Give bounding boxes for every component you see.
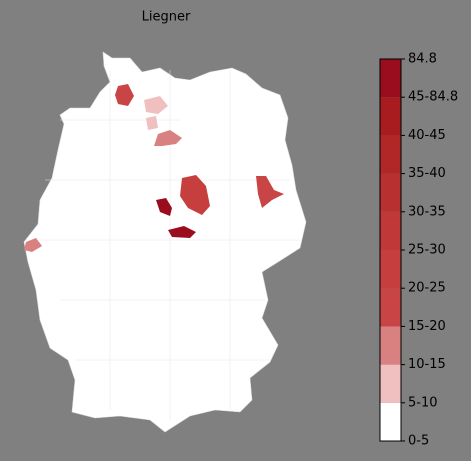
- colorbar-label: 35-40: [408, 166, 446, 181]
- colorbar-label: 15-20: [408, 319, 446, 334]
- district: [180, 175, 210, 215]
- colorbar-label: 10-15: [408, 357, 446, 372]
- country-outline: [23, 51, 307, 433]
- colorbar-segment: [380, 364, 401, 403]
- colorbar-label: 45-84.8: [408, 90, 458, 105]
- colorbar-segment: [380, 250, 401, 289]
- colorbar-segment: [380, 288, 401, 327]
- colorbar-segment: [380, 59, 401, 98]
- map-title: Liegner: [142, 10, 191, 25]
- germany-map: [23, 51, 307, 433]
- district: [144, 96, 168, 114]
- colorbar-segment: [380, 173, 401, 212]
- colorbar-segment: [380, 135, 401, 174]
- colorbar-label: 25-30: [408, 243, 446, 258]
- colorbar-label: 5-10: [408, 395, 438, 410]
- district: [256, 176, 284, 208]
- colorbar-segment: [380, 402, 401, 441]
- colorbar-label: 30-35: [408, 204, 446, 219]
- colorbar-label: 40-45: [408, 128, 446, 143]
- colorbar-label: 20-25: [408, 281, 446, 296]
- district: [24, 238, 42, 252]
- district: [115, 84, 134, 106]
- district: [168, 226, 196, 238]
- colorbar-label: 0-5: [408, 434, 429, 449]
- colorbar: 0-5 5-10 10-15 15-20 20-25 25-30 30-35 35-40 40-…: [379, 52, 458, 449]
- district: [146, 116, 158, 130]
- colorbar-label: 84.8: [408, 52, 437, 67]
- colorbar-segment: [380, 211, 401, 250]
- colorbar-segment: [380, 97, 401, 136]
- district: [154, 130, 182, 146]
- district: [156, 198, 172, 216]
- colorbar-segment: [380, 326, 401, 365]
- district-borders: [40, 70, 300, 420]
